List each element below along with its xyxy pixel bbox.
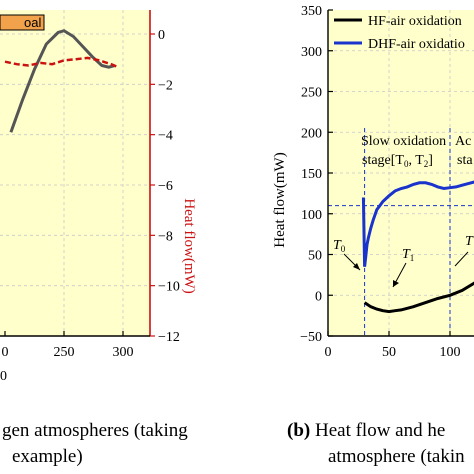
annotation-t2-arrow [454, 251, 469, 267]
left-right-tick-label: −8 [158, 229, 173, 244]
right-y-tick-label: 200 [301, 126, 322, 141]
left-legend-box [0, 14, 45, 31]
left-right-tick-label: 0 [158, 28, 165, 43]
annotation-t2: T [465, 234, 474, 249]
left-right-tick-label: −12 [158, 330, 180, 345]
right-y-tick-label: −50 [300, 330, 322, 345]
right-y-tick-label: 50 [308, 249, 322, 264]
left-right-tick-label: −10 [158, 280, 180, 295]
right-y-tick-label: 100 [301, 208, 322, 223]
left-plot-background [0, 10, 150, 336]
left-legend-text: oal [24, 15, 41, 30]
left-x-tick-label: 0 [2, 345, 9, 360]
left-ticks: 0 −2 −4 −6 −8 −10 −12 0 250 300 0 [0, 28, 180, 384]
legend-label-hf: HF-air oxidation [368, 14, 462, 29]
right-series-dhf-line [361, 180, 474, 267]
left-caption-line1: gen atmospheres (taking [2, 420, 188, 441]
right-y-tick-label: 0 [315, 289, 322, 304]
right-x-tick-label: 50 [382, 345, 396, 360]
right-series-hf-line [363, 281, 474, 314]
right-x-tick-label: 100 [440, 345, 461, 360]
right-y-tick-label: 350 [301, 4, 322, 19]
left-series-heat-line [4, 56, 118, 68]
left-series-layer [4, 29, 118, 133]
annotation-t0-arrowhead [353, 263, 360, 270]
annotation-t1: T1 [402, 247, 414, 263]
left-panel: 0 −2 −4 −6 −8 −10 −12 0 250 300 0 oal Heat flow(mW… [0, 10, 197, 384]
right-series-layer [361, 180, 474, 314]
left-series-mass-line [9, 29, 116, 133]
annotation-t1-arrowhead [393, 280, 399, 287]
stage2-label-line1: Ac [455, 134, 471, 149]
left-right-tick-label: −2 [158, 78, 173, 93]
right-x-tick-label: 0 [325, 345, 332, 360]
right-y-tick-label: 250 [301, 86, 322, 101]
legend-label-dhf: DHF-air oxidatio [368, 37, 465, 52]
right-y-tick-label: 300 [301, 45, 322, 60]
right-caption-line2: atmosphere (takin [328, 446, 465, 467]
left-right-tick-label: −6 [158, 179, 173, 194]
left-x-tick-label: 250 [54, 345, 75, 360]
left-caption-line2: example) [12, 446, 83, 467]
left-gridlines [0, 10, 150, 336]
right-reference-lines [328, 128, 474, 336]
left-x-tick-label-partial: 0 [0, 369, 7, 384]
left-right-tick-label: −4 [158, 129, 173, 144]
stage1-label-line2: stage[T0, T2] [362, 153, 433, 169]
left-right-axis-label: Heat flow(mW) [181, 198, 197, 293]
right-legend: HF-air oxidation DHF-air oxidatio [334, 14, 465, 52]
stage2-label-line2: sta [457, 153, 473, 168]
right-y-axis-label: Heat flow(mW) [272, 152, 288, 247]
left-x-tick-label: 300 [113, 345, 134, 360]
stage1-label-line1: Slow oxidation [361, 134, 446, 149]
right-caption-line1: (b) Heat flow and he [287, 420, 446, 441]
annotation-t0: T0 [333, 238, 346, 254]
right-y-tick-label: 150 [301, 167, 322, 182]
